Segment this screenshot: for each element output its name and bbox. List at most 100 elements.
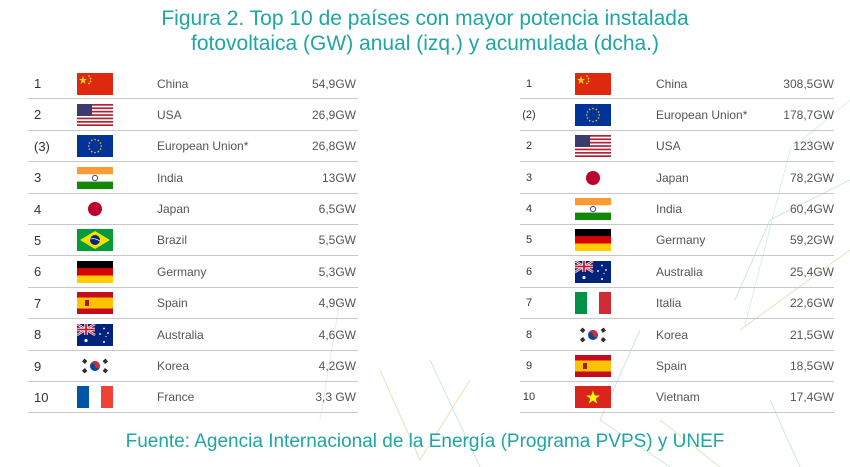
table-row: (3) European Union* 26,8GW bbox=[28, 131, 358, 163]
table-row: 7 Spain 4,9GW bbox=[28, 288, 358, 320]
rank-label: 10 bbox=[522, 391, 536, 404]
rank-label: 9 bbox=[525, 360, 533, 373]
italy-flag-icon bbox=[575, 288, 611, 319]
rank-label: 7 bbox=[34, 295, 42, 311]
country-name: France bbox=[157, 390, 195, 405]
table-row: (2) European Union* 178,7GW bbox=[520, 99, 834, 131]
country-name: Spain bbox=[157, 296, 188, 311]
france-flag-icon bbox=[77, 382, 113, 413]
vietnam-flag-icon bbox=[575, 382, 611, 413]
table-row: 8 Korea 21,5GW bbox=[520, 319, 834, 351]
table-row: 1 China 308,5GW bbox=[520, 68, 834, 100]
japan-flag-icon bbox=[77, 194, 106, 225]
country-name: European Union* bbox=[656, 107, 748, 122]
table-row: 3 India 13GW bbox=[28, 162, 358, 194]
rank-label: (3) bbox=[34, 138, 50, 154]
table-row: 2 USA 123GW bbox=[520, 131, 834, 163]
capacity-value: 60,4GW bbox=[789, 202, 834, 217]
rank-label: 3 bbox=[525, 171, 533, 184]
capacity-value: 22,6GW bbox=[789, 296, 834, 311]
spain-flag-icon bbox=[77, 288, 113, 319]
country-name: Spain bbox=[656, 359, 687, 374]
capacity-value: 18,5GW bbox=[789, 359, 834, 374]
brazil-flag-icon bbox=[77, 225, 113, 256]
india-flag-icon bbox=[77, 162, 113, 193]
korea-flag-icon bbox=[575, 319, 611, 350]
country-name: Japan bbox=[656, 170, 689, 185]
figure-title: Figura 2. Top 10 de países con mayor pot… bbox=[0, 6, 850, 56]
eu-flag-icon bbox=[575, 99, 611, 130]
capacity-value: 78,2GW bbox=[789, 170, 834, 185]
rank-label: 6 bbox=[525, 265, 533, 278]
capacity-value: 26,9GW bbox=[311, 107, 356, 122]
capacity-value: 59,2GW bbox=[789, 233, 834, 248]
country-name: European Union* bbox=[157, 139, 249, 154]
country-name: Korea bbox=[656, 327, 689, 342]
capacity-value: 5,5GW bbox=[318, 233, 356, 248]
rank-label: 7 bbox=[525, 297, 533, 310]
usa-flag-icon bbox=[77, 99, 113, 130]
australia-flag-icon bbox=[575, 256, 611, 287]
country-name: India bbox=[656, 202, 683, 217]
capacity-value: 4,9GW bbox=[318, 296, 356, 311]
germany-flag-icon bbox=[77, 256, 113, 287]
country-name: Australia bbox=[157, 327, 204, 342]
australia-flag-icon bbox=[77, 319, 113, 350]
table-row: 9 Korea 4,2GW bbox=[28, 351, 358, 382]
rank-label: 6 bbox=[34, 264, 42, 280]
country-name: China bbox=[157, 76, 189, 91]
capacity-value: 26,8GW bbox=[311, 139, 356, 154]
capacity-value: 4,6GW bbox=[318, 327, 356, 342]
india-flag-icon bbox=[575, 194, 611, 225]
table-row: 2 USA 26,9GW bbox=[28, 99, 358, 131]
annual-ranking-table: 1 China 54,9GW 2 USA 26,9GW (3) European Union*… bbox=[28, 68, 358, 414]
country-name: USA bbox=[157, 107, 182, 122]
capacity-value: 178,7GW bbox=[783, 107, 834, 122]
table-row: 6 Australia 25,4GW bbox=[520, 256, 834, 288]
capacity-value: 308,5GW bbox=[783, 76, 834, 91]
capacity-value: 3,3 GW bbox=[315, 390, 356, 405]
table-row: 8 Australia 4,6GW bbox=[28, 319, 358, 351]
table-row: 4 Japan 6,5GW bbox=[28, 194, 358, 225]
table-row: 3 Japan 78,2GW bbox=[520, 162, 834, 194]
korea-flag-icon bbox=[77, 351, 113, 382]
rank-label: 5 bbox=[34, 232, 42, 248]
capacity-value: 54,9GW bbox=[311, 76, 356, 91]
rank-label: 2 bbox=[525, 140, 533, 153]
rank-label: 5 bbox=[525, 234, 533, 247]
capacity-value: 4,2GW bbox=[318, 359, 356, 374]
table-row: 10 France 3,3 GW bbox=[28, 382, 358, 414]
capacity-value: 17,4GW bbox=[789, 390, 834, 405]
rank-label: 3 bbox=[34, 170, 42, 186]
table-row: 1 China 54,9GW bbox=[28, 68, 358, 100]
rank-label: 10 bbox=[34, 389, 49, 405]
capacity-value: 5,3GW bbox=[318, 264, 356, 279]
country-name: Germany bbox=[157, 264, 207, 279]
table-row: 10 Vietnam 17,4GW bbox=[520, 382, 834, 414]
table-row: 6 Germany 5,3GW bbox=[28, 256, 358, 288]
rank-label: 1 bbox=[34, 76, 42, 91]
country-name: Japan bbox=[157, 202, 190, 217]
country-name: Korea bbox=[157, 359, 190, 374]
china-flag-icon bbox=[575, 68, 611, 99]
figure-title-line-2: fotovoltaica (GW) anual (izq.) y acumula… bbox=[190, 32, 660, 55]
country-name: Italia bbox=[656, 296, 682, 311]
usa-flag-icon bbox=[575, 131, 611, 162]
rank-label: 8 bbox=[34, 327, 42, 343]
rank-label: 1 bbox=[525, 77, 533, 90]
eu-flag-icon bbox=[77, 131, 113, 162]
table-row: 9 Spain 18,5GW bbox=[520, 351, 834, 382]
japan-flag-icon bbox=[575, 162, 604, 193]
table-row: 7 Italia 22,6GW bbox=[520, 288, 834, 320]
rank-label: (2) bbox=[522, 108, 536, 121]
capacity-value: 25,4GW bbox=[789, 264, 834, 279]
rank-label: 2 bbox=[34, 107, 42, 123]
china-flag-icon bbox=[77, 68, 113, 99]
rank-label: 9 bbox=[34, 358, 42, 374]
figure-title-line-1: Figura 2. Top 10 de países con mayor pot… bbox=[161, 7, 689, 30]
country-name: Australia bbox=[656, 264, 703, 279]
table-row: 5 Brazil 5,5GW bbox=[28, 225, 358, 257]
country-name: China bbox=[656, 76, 688, 91]
capacity-value: 21,5GW bbox=[789, 327, 834, 342]
country-name: Brazil bbox=[157, 233, 188, 248]
